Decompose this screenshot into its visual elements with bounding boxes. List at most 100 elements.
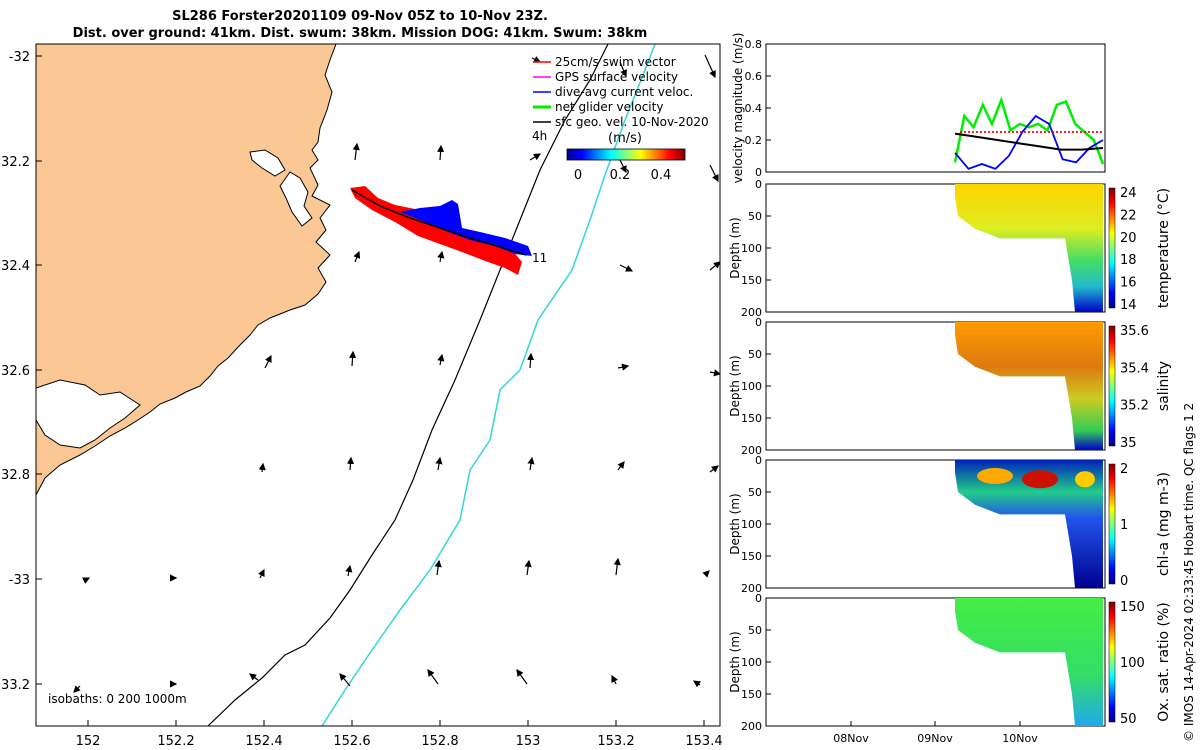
colorbar-tick-label: 50 [1120, 712, 1137, 727]
depth-tick-label: 50 [748, 348, 762, 361]
colorbar-label: (m/s) [608, 131, 642, 146]
depth-ylabel: Depth (m) [728, 355, 742, 416]
velocity-ylabel: velocity magnitude (m/s) [731, 33, 745, 184]
chl-patch [1075, 471, 1095, 488]
glider-track-line [351, 189, 527, 256]
current-arrow [704, 54, 716, 79]
current-arrow [339, 673, 351, 687]
depth-tick-label: 100 [741, 242, 762, 255]
profile-data-region [955, 322, 1103, 450]
depth-tick-label: 50 [748, 624, 762, 637]
profile-colorbar [1108, 187, 1116, 309]
current-arrow [527, 456, 535, 471]
current-arrow [516, 669, 528, 685]
glider-track-red [350, 186, 522, 275]
profile-data-region [955, 598, 1103, 726]
velocity-series [954, 132, 1104, 151]
current-arrow [427, 669, 439, 685]
current-arrow [434, 559, 442, 576]
map-x-tick-label: 152.6 [333, 734, 370, 749]
current-arrow [436, 144, 445, 161]
glider-track-blue [400, 200, 532, 256]
profile-data-region [955, 184, 1103, 312]
velocity-tick-label: 0.2 [745, 134, 763, 147]
velocity-tick-label: 0.8 [745, 38, 763, 51]
current-arrow [613, 557, 621, 576]
title-line-1: SL286 Forster20201109 09-Nov 05Z to 10-N… [172, 9, 548, 24]
depth-tick-label: 0 [755, 316, 762, 329]
colorbar-tick-label: 24 [1120, 186, 1137, 201]
depth-tick-label: 200 [741, 444, 762, 457]
colorbar-label: Ox. sat. ratio (%) [1156, 602, 1172, 721]
map-x-tick-label: 153.4 [685, 734, 722, 749]
map-y-tick-label: 32.4 [1, 259, 30, 274]
track-end-label: 11 [532, 251, 547, 265]
depth-tick-label: 200 [741, 582, 762, 595]
time-tick-label: 08Nov [833, 732, 869, 745]
colorbar-tick-label: 18 [1120, 253, 1137, 268]
depth-tick-label: 150 [741, 274, 762, 287]
colorbar-tick-label: 20 [1120, 231, 1137, 246]
time-tick-label: 09Nov [917, 732, 953, 745]
current-arrow [352, 142, 360, 161]
legend-label: net glider velocity [555, 100, 663, 114]
map-y-tick-label: 32.8 [1, 468, 30, 483]
current-arrow [348, 350, 357, 367]
map-y-tick-label: 33.2 [1, 678, 30, 693]
current-arrow [529, 153, 542, 161]
chl-max-patch [1022, 470, 1058, 489]
colorbar-tick-label: 150 [1120, 600, 1145, 615]
current-arrow [258, 568, 265, 579]
depth-ylabel: Depth (m) [728, 493, 742, 554]
colorbar-tick-label: 1 [1120, 518, 1128, 533]
current-arrow [619, 159, 627, 174]
isobath-200m [207, 44, 609, 726]
current-arrow [249, 673, 259, 681]
map-x-tick-label: 152.8 [421, 734, 458, 749]
colorbar-label: salinity [1156, 361, 1172, 411]
depth-tick-label: 150 [741, 412, 762, 425]
depth-tick-label: 200 [741, 306, 762, 319]
map-x-tick-label: 152.2 [157, 734, 194, 749]
figure-title: SL286 Forster20201109 09-Nov 05Z to 10-N… [0, 8, 720, 42]
current-arrow [693, 680, 701, 688]
colorbar-tick-label: 14 [1120, 298, 1137, 313]
current-arrow [437, 353, 445, 366]
legend-extra: 4h [532, 129, 547, 143]
current-arrows [73, 54, 720, 693]
colorbar-tick-label: 16 [1120, 276, 1137, 291]
depth-tick-label: 0 [755, 454, 762, 467]
current-arrow [258, 462, 266, 473]
credit-text: © IMOS 14-Apr-2024 02:33:45 Hobart time.… [1182, 402, 1196, 742]
speed-colorbar [566, 148, 686, 161]
profile-colorbar [1108, 325, 1116, 447]
isobaths-label: isobaths: 0 200 1000m [48, 692, 187, 706]
chl-patch [977, 468, 1013, 484]
current-arrow [702, 570, 710, 578]
legend-label: GPS surface velocity [555, 70, 678, 84]
lake [249, 149, 286, 177]
colorbar-tick-label: 35 [1120, 436, 1137, 451]
current-arrow [524, 559, 532, 576]
depth-ylabel: Depth (m) [728, 631, 742, 692]
colorbar-tick-label: 22 [1120, 208, 1137, 223]
depth-tick-label: 50 [748, 486, 762, 499]
current-arrow [345, 564, 353, 577]
current-arrow [435, 456, 443, 471]
current-arrow [353, 250, 361, 263]
velocity-series [953, 96, 1105, 165]
current-arrow [709, 369, 720, 377]
legend-label: dive-avg current veloc. [555, 85, 693, 99]
current-arrow [526, 352, 535, 369]
map-y-tick-label: 32.2 [1, 155, 30, 170]
speed-colorbar-tick: 0.2 [610, 168, 631, 183]
current-arrow [709, 261, 720, 271]
map-x-tick-label: 152.4 [245, 734, 282, 749]
depth-tick-label: 100 [741, 656, 762, 669]
colorbar-tick-label: 35.2 [1120, 399, 1149, 414]
legend-label: 25cm/s swim vector [555, 55, 676, 69]
current-arrow [619, 264, 634, 272]
